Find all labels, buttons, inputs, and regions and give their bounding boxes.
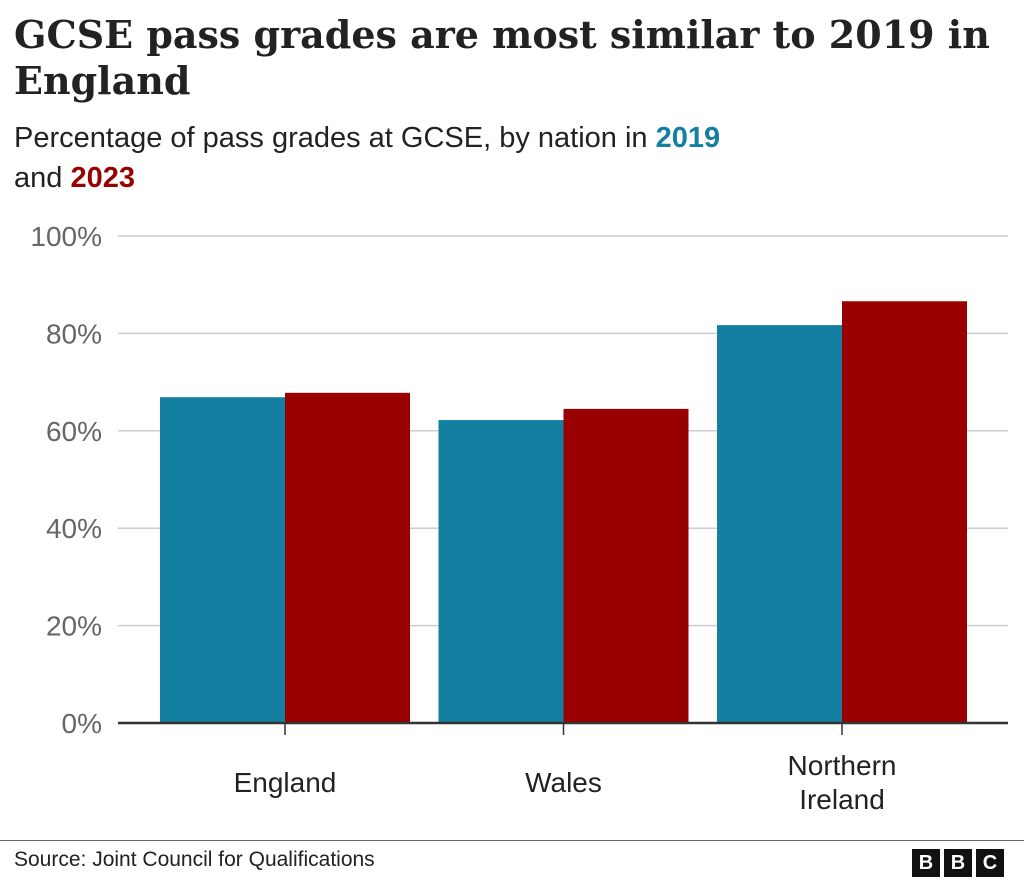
- bar-2023-northern-ireland: [842, 301, 967, 723]
- y-tick-label: 20%: [46, 611, 102, 642]
- bar-2019-wales: [438, 420, 564, 723]
- source-note: Source: Joint Council for Qualifications: [14, 848, 375, 871]
- bar-2019-england: [160, 397, 285, 723]
- x-tick-label: Ireland: [799, 784, 885, 815]
- bar-2023-england: [285, 392, 410, 723]
- legend-2019: 2019: [655, 122, 721, 154]
- chart-title: GCSE pass grades are most similar to 201…: [14, 12, 990, 103]
- x-tick-label: Wales: [525, 767, 602, 798]
- chart-subtitle: Percentage of pass grades at GCSE, by na…: [14, 118, 1004, 198]
- subtitle-and: and: [14, 162, 71, 194]
- bar-2019-northern-ireland: [717, 325, 842, 723]
- y-tick-label: 100%: [30, 221, 102, 252]
- y-tick-label: 60%: [46, 416, 102, 447]
- footer-divider: [0, 840, 1024, 841]
- legend-2023: 2023: [70, 162, 135, 194]
- x-tick-label: Northern: [788, 750, 897, 781]
- bar-chart: 0% 20% 40% 60% 80% 100% England Wales NorthernIr…: [30, 221, 1008, 815]
- subtitle-text: Percentage of pass grades at GCSE, by na…: [14, 122, 656, 154]
- bar-2023-wales: [563, 408, 689, 723]
- y-tick-label: 0%: [62, 708, 102, 739]
- y-tick-label: 80%: [46, 318, 102, 349]
- y-tick-label: 40%: [46, 513, 102, 544]
- x-tick-label: England: [234, 767, 337, 798]
